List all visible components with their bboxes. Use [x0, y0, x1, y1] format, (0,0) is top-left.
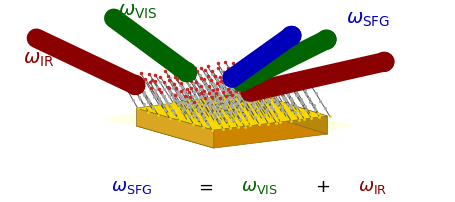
- Text: $\omega_{\mathrm{IR}}$: $\omega_{\mathrm{IR}}$: [23, 49, 54, 68]
- Text: $\omega_{\mathrm{IR}}$: $\omega_{\mathrm{IR}}$: [359, 177, 388, 195]
- Text: $+$: $+$: [315, 177, 331, 195]
- Text: $\omega_{\mathrm{SFG}}$: $\omega_{\mathrm{SFG}}$: [346, 10, 390, 29]
- Polygon shape: [136, 110, 328, 148]
- Text: $\omega_{\mathrm{VIS}}$: $\omega_{\mathrm{VIS}}$: [241, 177, 278, 195]
- Text: $\omega_{\mathrm{VIS}}$: $\omega_{\mathrm{VIS}}$: [118, 2, 158, 21]
- Text: $\omega_{\mathrm{SFG}}$: $\omega_{\mathrm{SFG}}$: [111, 177, 152, 195]
- Text: $=$: $=$: [196, 177, 214, 195]
- Polygon shape: [100, 99, 355, 146]
- Polygon shape: [136, 93, 328, 130]
- Polygon shape: [136, 109, 214, 148]
- Polygon shape: [250, 93, 328, 134]
